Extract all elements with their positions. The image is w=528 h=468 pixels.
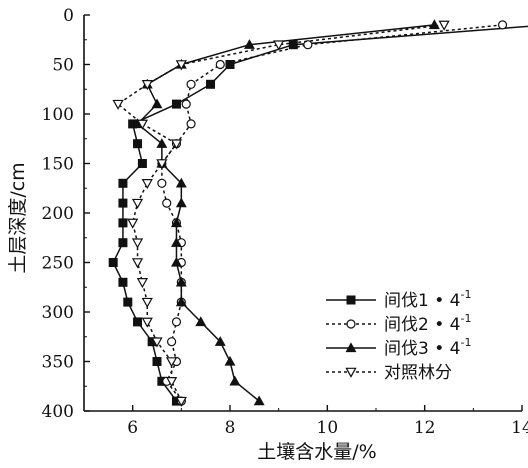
data-point [141, 297, 153, 308]
y-tick-label: 200 [42, 204, 74, 224]
data-point [244, 39, 255, 49]
data-point [175, 177, 187, 188]
data-point [112, 99, 124, 110]
x-tick-label: 10 [317, 418, 339, 438]
data-point [162, 198, 172, 208]
data-point [175, 60, 187, 71]
x-tick-label: 12 [414, 418, 436, 438]
data-point [171, 99, 181, 109]
legend-marker [346, 295, 356, 305]
data-point [186, 119, 196, 129]
data-point [133, 317, 143, 327]
legend-label: 间伐1 • 4-1 [384, 288, 471, 311]
x-axis-title: 土壤含水量/% [257, 441, 376, 463]
data-point [175, 276, 187, 287]
series-4-line [116, 24, 445, 402]
data-point [118, 218, 128, 228]
data-point [438, 20, 450, 31]
data-point [497, 20, 508, 30]
legend-marker [345, 367, 357, 378]
data-point [206, 79, 216, 89]
x-tick-label: 6 [127, 418, 138, 438]
data-point [175, 296, 187, 307]
data-point [303, 40, 313, 50]
data-point [171, 317, 182, 327]
y-tick-label: 50 [52, 56, 74, 76]
data-point [137, 159, 147, 168]
data-point [156, 138, 168, 148]
y-tick-label: 400 [42, 402, 74, 422]
y-tick-label: 0 [63, 6, 74, 26]
legend-label: 间伐3 • 4-1 [384, 336, 471, 359]
legend-label: 对照林分 [384, 363, 452, 383]
data-point [225, 60, 235, 69]
series-layer [108, 19, 528, 407]
data-point [123, 297, 133, 307]
legend-marker [345, 342, 357, 353]
data-point [214, 336, 226, 346]
data-point [171, 256, 182, 267]
data-point [118, 198, 128, 208]
data-point [171, 217, 182, 228]
data-point [118, 178, 128, 188]
y-tick-label: 300 [42, 303, 74, 323]
data-point [224, 355, 236, 366]
data-point [170, 139, 183, 150]
y-tick-label: 350 [42, 353, 74, 373]
data-point [127, 218, 139, 229]
x-tick-label: 8 [225, 418, 236, 438]
data-point [229, 375, 241, 386]
data-point [131, 258, 144, 269]
legend-label: 间伐2 • 4-1 [384, 312, 471, 335]
y-axis-title: 土层深度/cm [7, 162, 29, 273]
data-point [273, 40, 285, 51]
data-point [171, 237, 182, 247]
y-tick-label: 100 [42, 105, 74, 125]
data-point [165, 377, 178, 388]
data-point [253, 395, 265, 406]
data-point [108, 258, 118, 267]
data-point [136, 278, 149, 289]
data-point [186, 79, 196, 89]
data-point [141, 179, 153, 190]
data-point [175, 396, 187, 407]
x-tick-label: 14 [511, 418, 528, 438]
tick-marks: 0 50 100 150 200 250 300 350 400 6 8 10 12 14 [42, 6, 528, 438]
data-point [156, 159, 168, 170]
data-point [152, 357, 162, 366]
data-point [136, 119, 149, 130]
series-4 [112, 20, 450, 407]
data-point [131, 238, 144, 249]
y-tick-label: 150 [42, 155, 74, 175]
data-point [215, 59, 225, 70]
data-point [175, 197, 187, 208]
data-point [167, 337, 177, 347]
data-point [165, 357, 178, 368]
legend-marker [346, 319, 356, 329]
y-tick-label: 250 [42, 254, 74, 274]
data-point [195, 316, 207, 327]
data-point [428, 19, 440, 30]
series-1 [108, 25, 528, 406]
data-point [151, 98, 163, 109]
data-point [118, 277, 128, 287]
data-point [133, 139, 143, 149]
data-point [118, 238, 128, 248]
data-point [131, 198, 144, 209]
data-point [181, 99, 191, 109]
data-point [141, 80, 153, 91]
data-point [157, 178, 167, 188]
data-point [141, 317, 153, 328]
data-point [151, 337, 163, 348]
